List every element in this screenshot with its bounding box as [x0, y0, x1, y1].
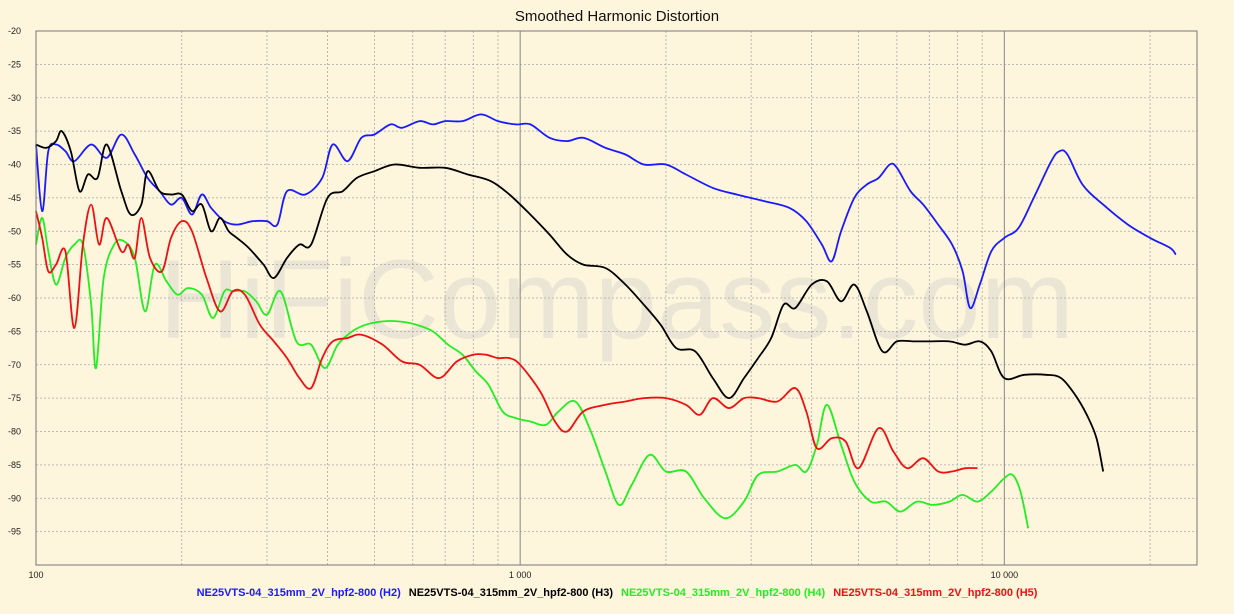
y-tick-label: -20	[8, 26, 21, 36]
y-tick-label: -70	[8, 360, 21, 370]
x-tick-label: 10 000	[991, 570, 1019, 580]
y-tick-label: -85	[8, 460, 21, 470]
legend-entry-3: NE25VTS-04_315mm_2V_hpf2-800 (H4)	[621, 587, 826, 599]
watermark: HiFiCompass.com	[159, 237, 1074, 362]
y-tick-label: -40	[8, 160, 21, 170]
series-line-4	[35, 203, 978, 474]
y-tick-label: -35	[8, 126, 21, 136]
series-line-3	[35, 216, 1030, 529]
y-tick-label: -75	[8, 393, 21, 403]
y-tick-label: -60	[8, 293, 21, 303]
watermark-text: HiFiCompass.com	[159, 237, 1074, 362]
y-tick-label: -95	[8, 527, 21, 537]
y-tick-label: -30	[8, 93, 21, 103]
y-tick-label: -90	[8, 493, 21, 503]
grid	[36, 31, 1197, 565]
plot-frame	[35, 30, 1198, 566]
series-line-1	[35, 113, 1177, 309]
x-axis-ticks: 100 1 000 10 000	[28, 570, 1018, 580]
y-axis-ticks: -20 -25 -30 -35 -40 -45 -50 -55 -60 -65 -70 -75 -80 -…	[8, 26, 21, 537]
series-line-2	[35, 130, 1105, 472]
y-tick-label: -50	[8, 226, 21, 236]
y-tick-label: -55	[8, 260, 21, 270]
y-tick-label: -25	[8, 59, 21, 69]
x-tick-label: 100	[28, 570, 43, 580]
series-lines	[35, 113, 1177, 529]
chart-title: Smoothed Harmonic Distortion	[514, 8, 720, 25]
legend-entry-2: NE25VTS-04_315mm_2V_hpf2-800 (H3)	[408, 587, 613, 599]
y-tick-label: -65	[8, 326, 21, 336]
y-tick-label: -80	[8, 427, 21, 437]
y-tick-label: -45	[8, 193, 21, 203]
legend-entry-1: NE25VTS-04_315mm_2V_hpf2-800 (H2)	[196, 587, 401, 599]
legend-entry-4: NE25VTS-04_315mm_2V_hpf2-800 (H5)	[833, 587, 1038, 599]
legend: NE25VTS-04_315mm_2V_hpf2-800 (H2) NE25VTS…	[0, 587, 1234, 599]
x-tick-label: 1 000	[509, 570, 532, 580]
